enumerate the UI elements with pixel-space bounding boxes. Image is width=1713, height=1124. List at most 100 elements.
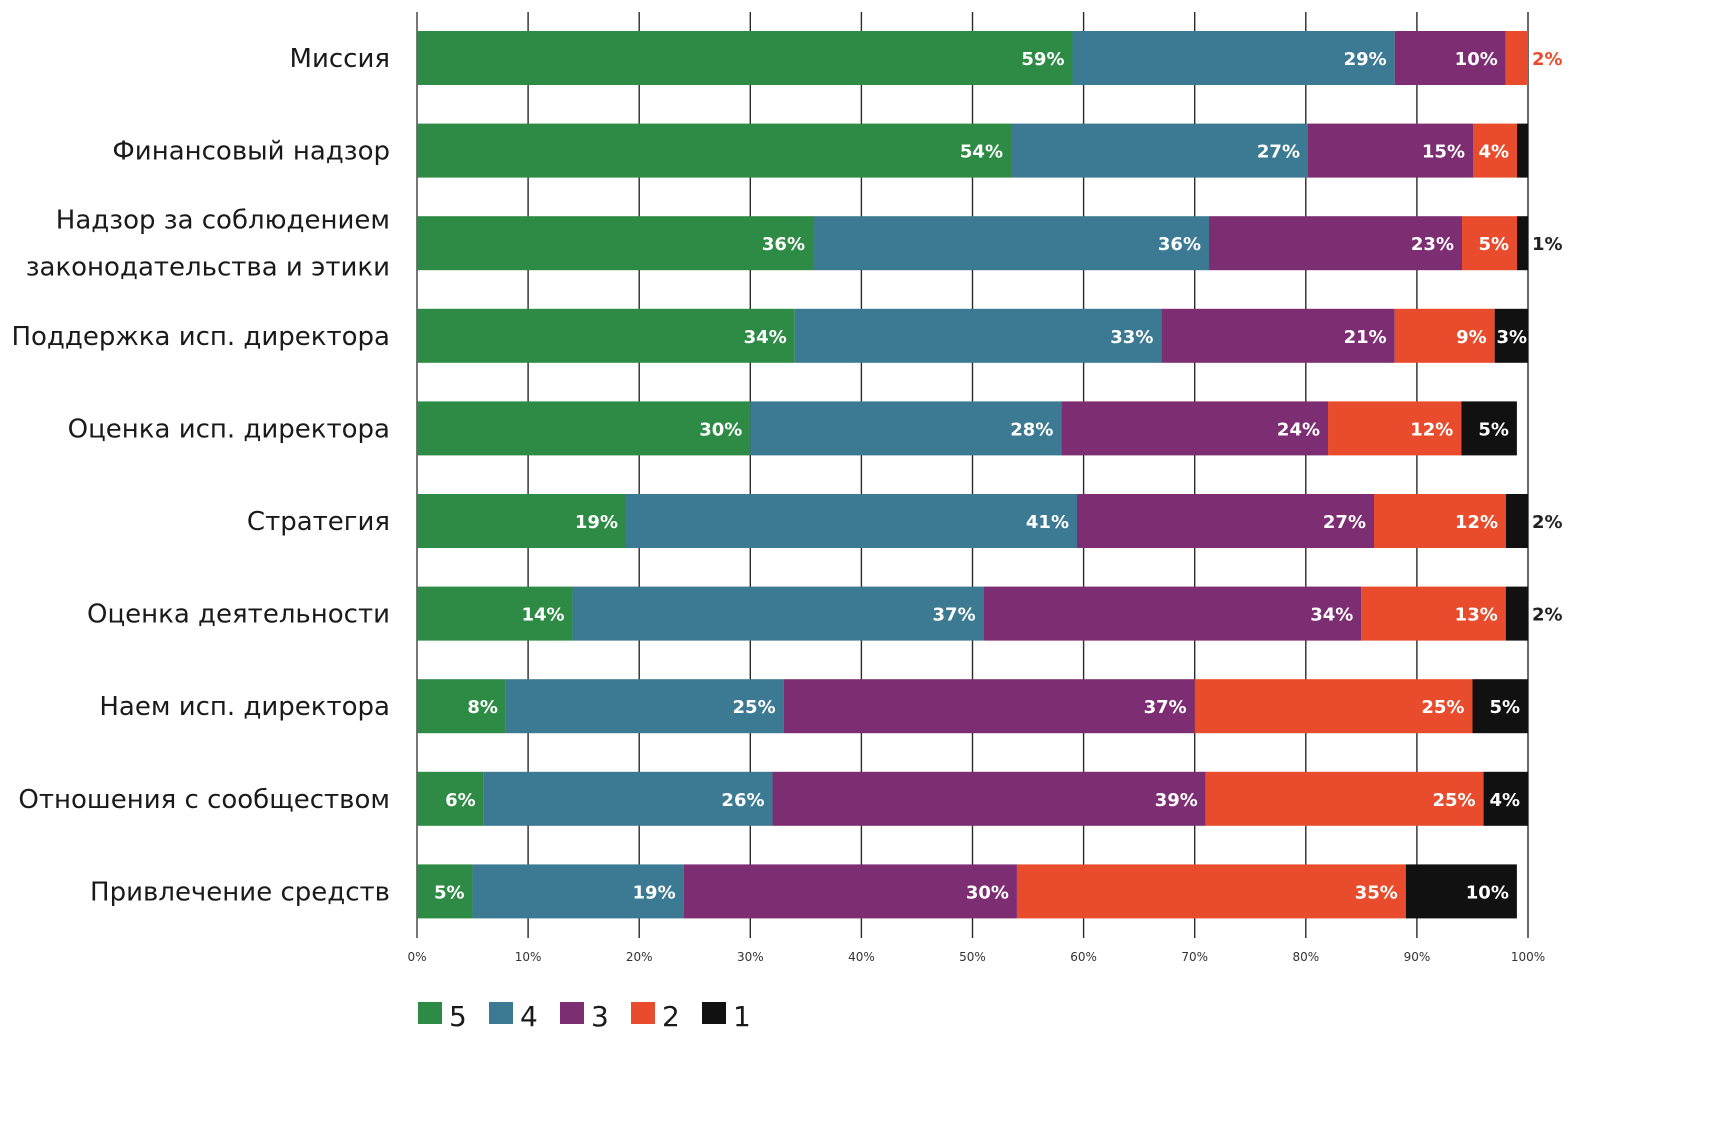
category-label: Оценка исп. директора xyxy=(68,414,390,444)
bar-segment xyxy=(417,216,813,271)
bar-segment xyxy=(1374,494,1506,548)
x-axis-ticks: 0% 10% 20% 30% 40% 50% 60% 70% 80% 90% 100% xyxy=(407,950,1545,964)
legend-swatch xyxy=(560,1002,584,1024)
segment-value-label: 15% xyxy=(1422,142,1465,163)
bar-segment xyxy=(1505,31,1528,85)
bar-segment xyxy=(813,216,1209,271)
segment-value-label: 34% xyxy=(744,327,787,348)
bar-segment xyxy=(1462,216,1517,271)
x-tick-label: 60% xyxy=(1070,950,1097,964)
x-tick-label: 0% xyxy=(407,950,426,964)
x-tick-label: 10% xyxy=(515,950,542,964)
segment-value-label: 36% xyxy=(762,234,805,255)
bar-segment xyxy=(417,31,1073,85)
x-tick-label: 70% xyxy=(1181,950,1208,964)
bar-segment xyxy=(772,771,1206,826)
legend-label: 1 xyxy=(733,1000,751,1030)
segment-value-label: 1% xyxy=(1532,234,1563,255)
bar-segment xyxy=(1209,216,1462,271)
segment-value-label: 3% xyxy=(1496,327,1527,348)
bar-segment xyxy=(1072,31,1395,85)
x-tick-label: 80% xyxy=(1292,950,1319,964)
bar-segment xyxy=(417,494,626,548)
segment-value-label: 28% xyxy=(1010,419,1053,440)
x-tick-label: 90% xyxy=(1404,950,1431,964)
bar-segment xyxy=(1494,308,1528,363)
bar-segment xyxy=(1517,216,1528,271)
bar-segment xyxy=(1483,771,1528,826)
legend-label: 2 xyxy=(662,1000,680,1030)
bar-segment xyxy=(417,679,506,734)
segment-value-label: 4% xyxy=(1489,790,1520,811)
segment-value-label: 19% xyxy=(633,882,676,903)
x-tick-label: 40% xyxy=(848,950,875,964)
segment-value-label: 35% xyxy=(1355,882,1398,903)
bar-segment xyxy=(1011,123,1308,178)
stacked-bar-chart: 59% 29% 10% 2%54% 27% 15% 4%36% 36% 23% 5% 1%34% 33… xyxy=(11,12,1563,1030)
bar-segment xyxy=(417,401,751,456)
bar-segment xyxy=(1077,494,1374,548)
segment-value-label: 9% xyxy=(1456,327,1487,348)
segment-value-label: 6% xyxy=(445,790,476,811)
bars xyxy=(417,31,1528,919)
category-label: Отношения с сообществом xyxy=(18,785,390,815)
bar-segment xyxy=(1016,864,1406,919)
segment-value-label: 10% xyxy=(1466,882,1509,903)
bar-segment xyxy=(1405,864,1517,919)
legend-swatch xyxy=(702,1002,726,1024)
bar-segment xyxy=(1161,308,1395,363)
legend-label: 3 xyxy=(591,1000,609,1030)
category-label: Финансовый надзор xyxy=(112,137,390,167)
segment-value-label: 23% xyxy=(1411,234,1454,255)
bar-segment xyxy=(626,494,1077,548)
bar-segment xyxy=(483,771,773,826)
bar-segment xyxy=(417,771,484,826)
category-label: Привлечение средств xyxy=(90,877,390,907)
segment-value-label: 37% xyxy=(933,605,976,626)
segment-value-label: 39% xyxy=(1155,790,1198,811)
segment-value-label: 5% xyxy=(434,882,465,903)
bar-segment xyxy=(472,864,684,919)
segment-value-label: 26% xyxy=(721,790,764,811)
bar-segment xyxy=(1194,679,1473,734)
segment-value-label: 5% xyxy=(1478,234,1509,255)
legend: 5 4 3 2 1 xyxy=(418,1000,751,1030)
bar-segment xyxy=(1328,401,1462,456)
bar-segment xyxy=(417,586,573,641)
segment-value-label: 2% xyxy=(1532,49,1563,70)
category-label: Наем исп. директора xyxy=(99,692,390,722)
segment-value-label: 25% xyxy=(1432,790,1475,811)
category-labels: Миссия Финансовый надзор Надзор за соблюде… xyxy=(11,44,390,907)
segment-value-label: 12% xyxy=(1455,512,1498,533)
segment-value-label: 34% xyxy=(1310,605,1353,626)
legend-swatch xyxy=(631,1002,655,1024)
bar-segment xyxy=(794,308,1162,363)
bar-segment xyxy=(572,586,984,641)
segment-value-label: 33% xyxy=(1110,327,1153,348)
segment-value-label: 30% xyxy=(966,882,1009,903)
segment-value-label: 12% xyxy=(1410,419,1453,440)
x-tick-label: 50% xyxy=(959,950,986,964)
x-tick-label: 20% xyxy=(626,950,653,964)
bar-segment xyxy=(1205,771,1484,826)
bar-segment xyxy=(1394,31,1506,85)
segment-value-label: 21% xyxy=(1344,327,1387,348)
segment-value-label: 5% xyxy=(1489,697,1520,718)
segment-value-label: 59% xyxy=(1021,49,1064,70)
segment-value-label: 37% xyxy=(1144,697,1187,718)
legend-swatch xyxy=(418,1002,442,1024)
bar-segment xyxy=(505,679,784,734)
bar-segment xyxy=(1461,401,1517,456)
legend-swatch xyxy=(489,1002,513,1024)
segment-value-label: 36% xyxy=(1158,234,1201,255)
bar-segment xyxy=(1361,586,1506,641)
segment-value-label: 5% xyxy=(1478,419,1509,440)
category-label: Поддержка исп. директора xyxy=(11,322,390,352)
legend-label: 5 xyxy=(449,1000,467,1030)
bar-segment xyxy=(1061,401,1329,456)
segment-value-label: 41% xyxy=(1026,512,1069,533)
bar-segment xyxy=(983,586,1362,641)
x-tick-label: 100% xyxy=(1511,950,1545,964)
segment-value-label: 2% xyxy=(1532,512,1563,533)
bar-segment xyxy=(783,679,1195,734)
